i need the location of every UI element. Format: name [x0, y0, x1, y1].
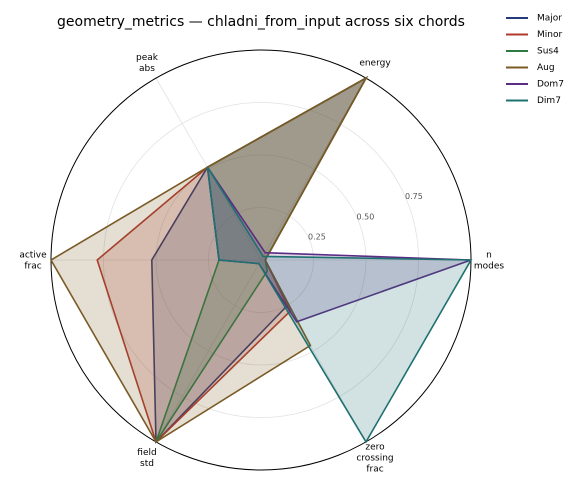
axis-label: active frac	[19, 250, 47, 271]
axis-label: peak abs	[136, 53, 159, 74]
series-area	[49, 76, 369, 444]
series-area	[206, 166, 473, 444]
legend-label: Sus4	[537, 47, 559, 57]
axis-label: energy	[359, 58, 391, 68]
axis-label: n modes	[474, 250, 505, 271]
legend-label: Minor	[537, 30, 562, 40]
axis-label: field std	[137, 447, 156, 468]
r-tick-label: 0.75	[405, 192, 423, 201]
legend-label: Dim7	[537, 96, 561, 106]
chart-title: geometry_metrics — chladni_from_input ac…	[57, 14, 465, 30]
legend-label: Aug	[537, 63, 555, 73]
axis-label: zero crossing frac	[356, 442, 393, 474]
legend-label: Dom7	[537, 80, 564, 90]
spoke	[155, 259, 262, 443]
r-tick-label: 0.50	[356, 212, 374, 221]
legend-label: Major	[537, 14, 562, 24]
r-tick-label: 0.25	[308, 232, 326, 241]
